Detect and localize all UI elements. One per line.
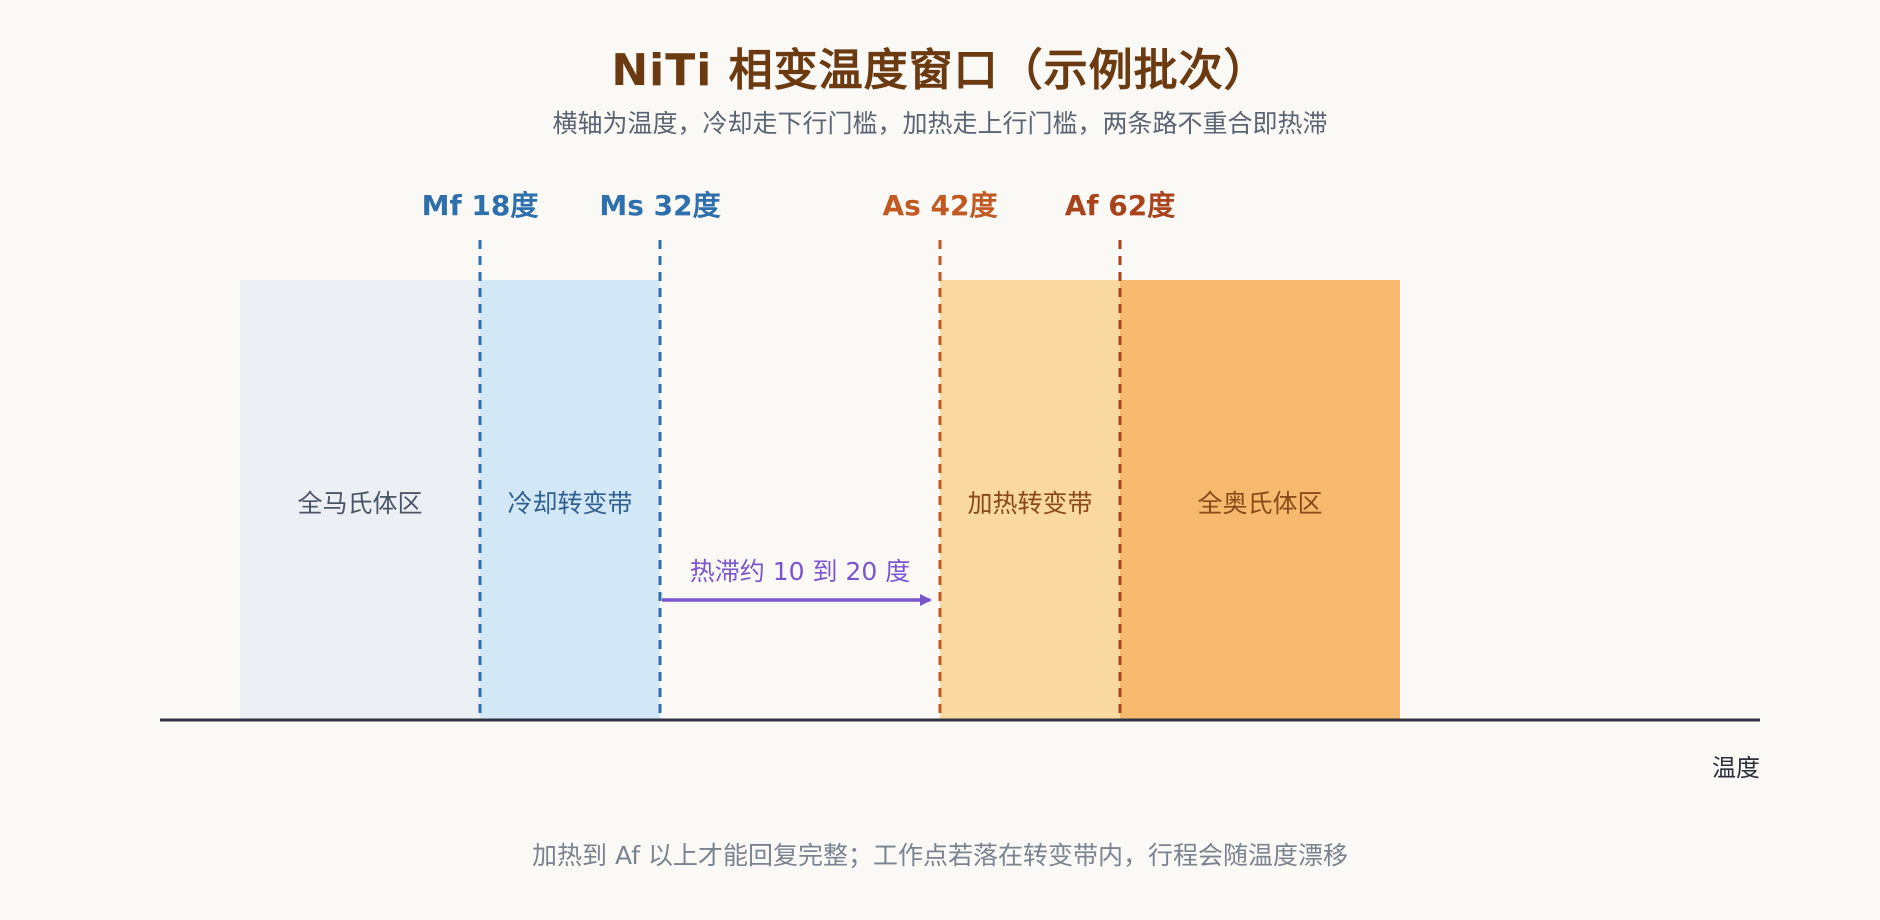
threshold-label-as: As 42度 — [882, 189, 997, 222]
hysteresis-label: 热滞约 10 到 20 度 — [690, 557, 910, 586]
threshold-label-ms: Ms 32度 — [599, 189, 720, 222]
page-subtitle: 横轴为温度，冷却走下行门槛，加热走上行门槛，两条路不重合即热滞 — [552, 109, 1328, 138]
threshold-label-af: Af 62度 — [1065, 189, 1176, 222]
zone-austenite-label: 全奥氏体区 — [1197, 489, 1322, 518]
zone-austenite — [1120, 280, 1400, 720]
threshold-label-mf: Mf 18度 — [422, 189, 539, 222]
zone-heating-band — [940, 280, 1120, 720]
page-title: NiTi 相变温度窗口（示例批次） — [611, 45, 1269, 96]
zone-cooling-label: 冷却转变带 — [507, 489, 632, 518]
zone-martensite — [240, 280, 480, 720]
zone-martensite-label: 全马氏体区 — [297, 489, 422, 518]
footer-note: 加热到 Af 以上才能回复完整；工作点若落在转变带内，行程会随温度漂移 — [532, 841, 1348, 870]
axis-label: 温度 — [1712, 754, 1760, 782]
zone-cooling-band — [480, 280, 660, 720]
zone-heating-label: 加热转变带 — [967, 489, 1092, 518]
